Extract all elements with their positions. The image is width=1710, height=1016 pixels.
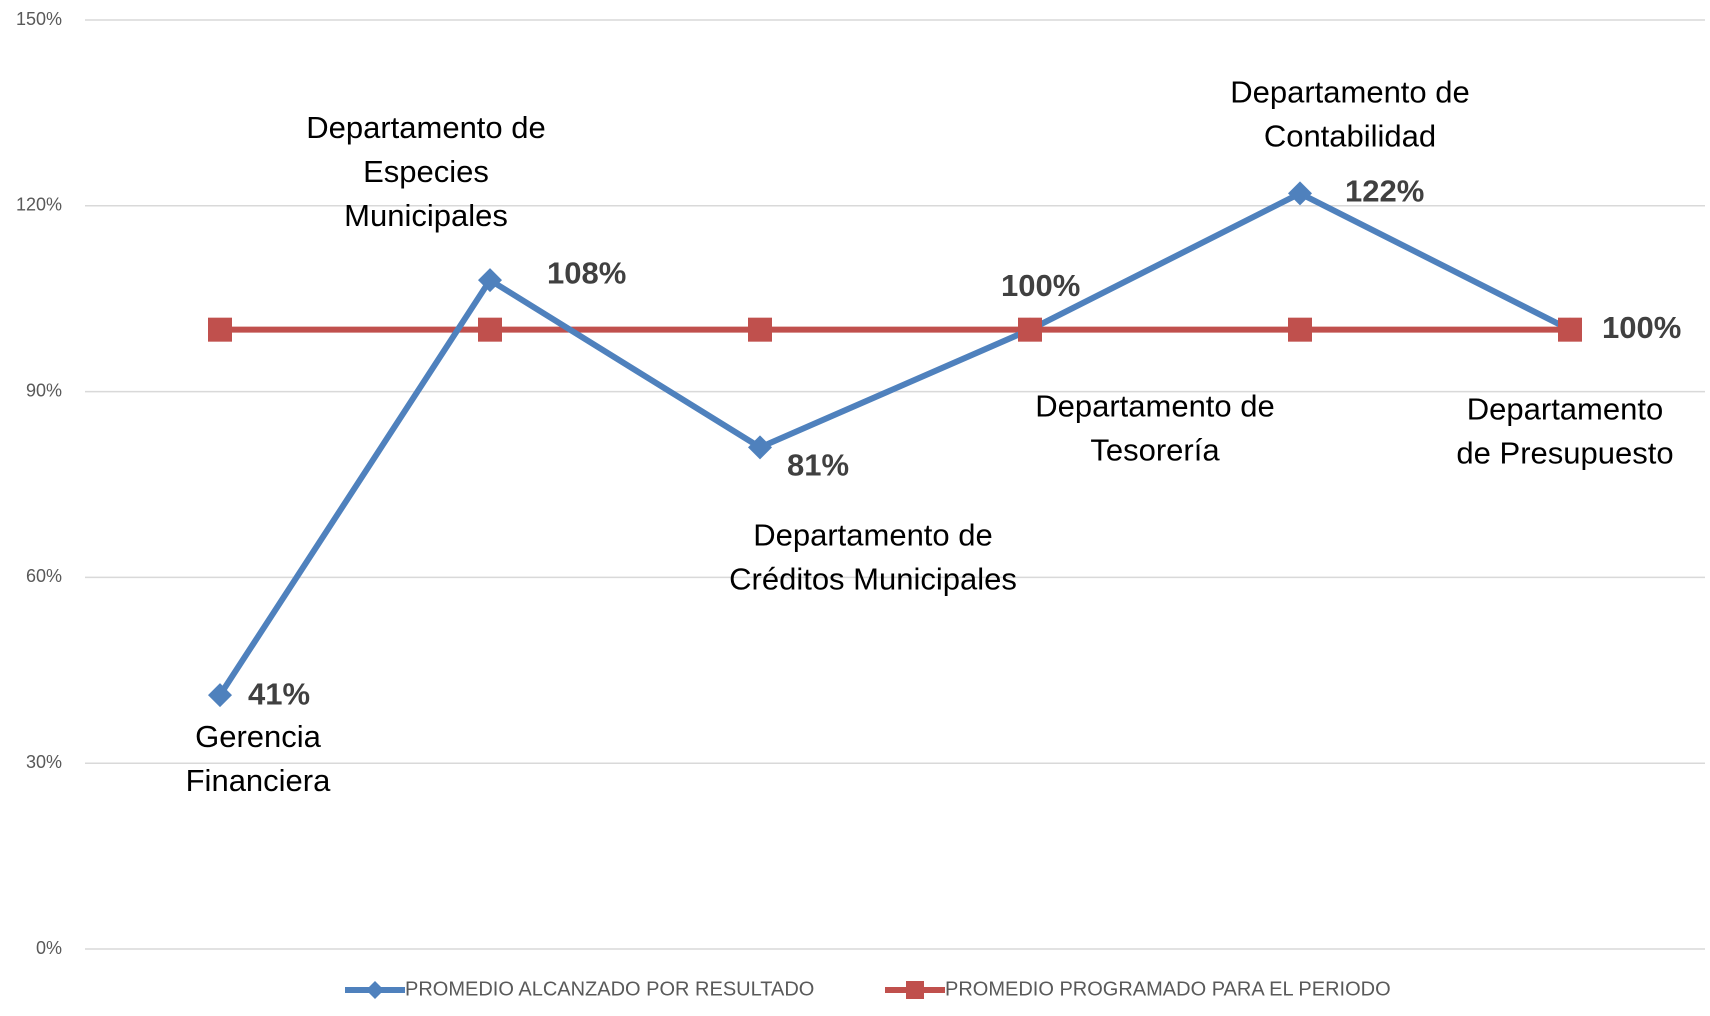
category-label: Departamento de Especies Municipales: [306, 110, 546, 233]
category-line: Municipales: [344, 198, 508, 233]
category-line: Departamento: [1467, 392, 1663, 427]
category-line: Departamento de: [1230, 75, 1470, 110]
y-tick-label: 120%: [16, 195, 62, 215]
y-tick-label: 150%: [16, 9, 62, 29]
category-line: de Presupuesto: [1456, 436, 1673, 471]
y-tick-label: 0%: [36, 938, 62, 958]
marker: [748, 317, 772, 342]
category-line: Contabilidad: [1264, 119, 1436, 154]
marker: [1018, 317, 1042, 342]
category-line: Departamento de: [1035, 389, 1275, 424]
marker: [208, 683, 232, 708]
category-line: Departamento de: [753, 518, 993, 553]
legend-label: PROMEDIO ALCANZADO POR RESULTADO: [405, 978, 814, 1000]
data-label: 122%: [1345, 174, 1424, 209]
category-label: Departamento de Presupuesto: [1456, 392, 1673, 471]
category-line: Tesorería: [1090, 433, 1220, 468]
legend-marker: [906, 981, 924, 999]
category-line: Financiera: [186, 763, 331, 798]
y-tick-label: 30%: [26, 752, 62, 772]
data-label: 41%: [248, 676, 310, 711]
data-label: 100%: [1602, 310, 1681, 345]
category-line: Departamento de: [306, 110, 546, 145]
category-line: Especies: [363, 154, 489, 189]
category-label: Departamento de Créditos Municipales: [729, 518, 1017, 597]
category-line: Gerencia: [195, 719, 322, 754]
legend-marker: [366, 981, 384, 999]
marker: [1558, 317, 1582, 342]
y-tick-label: 60%: [26, 566, 62, 586]
category-label: Departamento de Tesorería: [1035, 389, 1275, 468]
legend-label: PROMEDIO PROGRAMADO PARA EL PERIODO: [945, 978, 1391, 1000]
y-tick-label: 90%: [26, 380, 62, 400]
data-label: 100%: [1001, 268, 1080, 303]
marker: [208, 317, 232, 342]
marker: [748, 435, 772, 460]
marker: [1288, 181, 1312, 206]
data-label: 81%: [787, 448, 849, 483]
marker: [478, 268, 502, 293]
data-label: 108%: [547, 255, 626, 290]
category-label: Gerencia Financiera: [186, 719, 331, 798]
marker: [1288, 317, 1312, 342]
marker: [478, 317, 502, 342]
series-line: [217, 190, 1572, 697]
category-line: Créditos Municipales: [729, 562, 1017, 597]
category-label: Departamento de Contabilidad: [1230, 75, 1470, 154]
